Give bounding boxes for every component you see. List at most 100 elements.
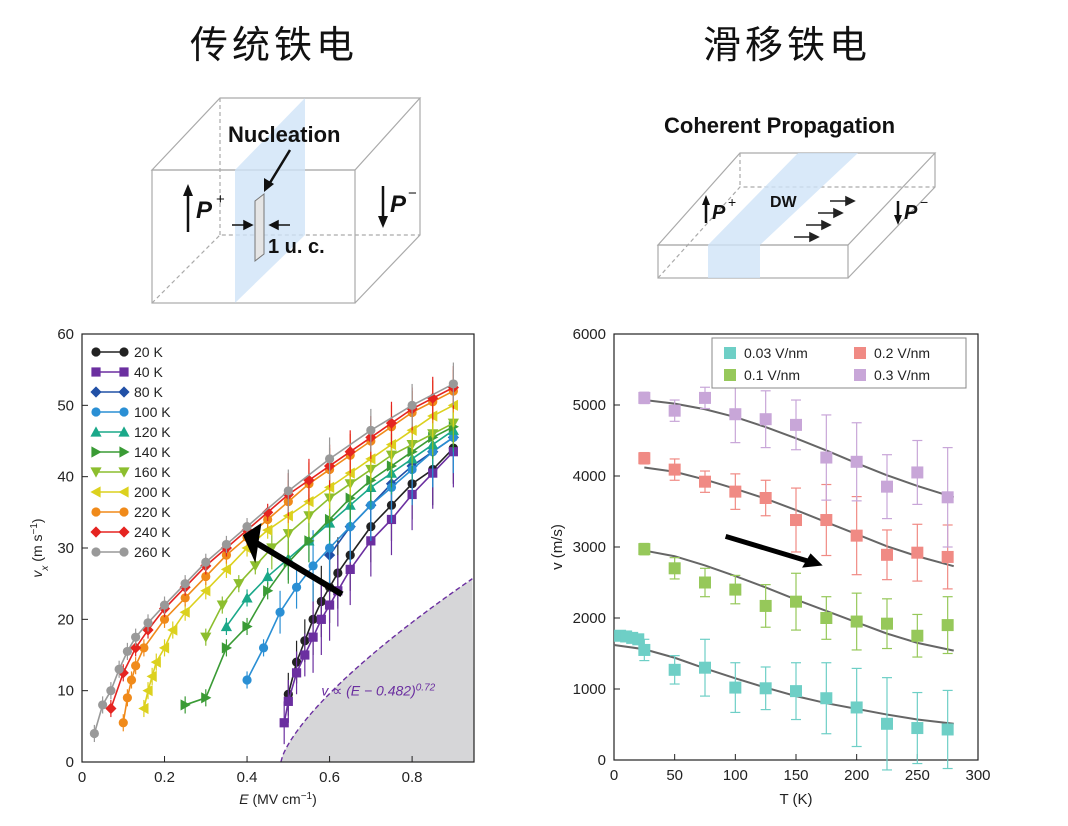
data-point: [122, 646, 132, 657]
data-point: [146, 670, 157, 682]
data-point: [668, 562, 681, 575]
data-point: [759, 492, 772, 505]
x-axis-label-part: −1: [301, 791, 313, 802]
y-axis-label-part: v: [29, 570, 45, 578]
legend-label: 260 K: [134, 544, 171, 560]
p-plus-sup: +: [216, 191, 225, 208]
legend-marker: [724, 369, 736, 381]
data-point: [407, 400, 417, 410]
fit-formula-base: v ∝ (E − 0.482): [321, 683, 415, 699]
data-point: [117, 667, 129, 679]
legend-label: 140 K: [134, 444, 171, 460]
slab-hidden-edges: [657, 186, 935, 279]
y-tick-label: 3000: [573, 539, 606, 556]
data-point: [131, 632, 141, 642]
y-tick-label: 0: [66, 754, 74, 771]
series-0-3-V-nm: [638, 385, 955, 548]
legend-marker: [90, 526, 102, 538]
data-point: [279, 718, 289, 728]
data-point: [291, 582, 302, 592]
data-point: [201, 557, 211, 567]
legend-box: [711, 337, 967, 389]
data-point: [324, 543, 335, 553]
unit-cell-label: 1 u. c.: [268, 236, 325, 258]
data-point: [668, 404, 681, 417]
data-point: [850, 701, 863, 714]
data-point: [200, 585, 211, 597]
fit-formula-exp: 0.72: [416, 682, 436, 693]
data-point: [881, 480, 893, 493]
data-point: [201, 571, 211, 582]
p-minus-sup: −: [408, 185, 417, 202]
x-tick-label: 0: [78, 769, 86, 786]
data-point: [262, 506, 274, 518]
data-point: [699, 576, 711, 589]
data-point: [122, 693, 132, 703]
trend-arrow-head: [802, 553, 823, 568]
data-point: [242, 522, 252, 532]
legend-label: 200 K: [134, 484, 171, 500]
legend-marker: [91, 407, 101, 417]
x-tick-label: 300: [965, 767, 990, 784]
data-point: [448, 379, 458, 389]
y-tick-label: 5000: [573, 397, 606, 414]
legend-label: 160 K: [134, 464, 171, 480]
data-point: [366, 425, 376, 435]
legend-marker: [119, 507, 129, 517]
y-tick-label: 50: [57, 397, 74, 414]
propagation-schematic: Coherent Propagation DW P + P −: [656, 113, 937, 279]
data-point: [881, 717, 893, 730]
series-0-1-V-nm: [638, 542, 954, 658]
data-point: [941, 550, 954, 563]
legend-label: 0.1 V/nm: [744, 367, 800, 383]
legend-marker: [118, 426, 130, 437]
legend-marker: [91, 547, 101, 557]
data-point: [820, 451, 833, 464]
data-point: [308, 561, 318, 571]
data-point: [283, 696, 293, 706]
y-tick-label: 30: [57, 540, 74, 557]
data-point: [324, 454, 335, 464]
legend-marker: [91, 367, 101, 377]
data-point: [790, 514, 802, 527]
data-point: [105, 702, 117, 715]
p-minus-label: P: [390, 191, 407, 218]
x-axis-label: E (MV cm−1): [239, 791, 317, 808]
y-axis-label-part: (m s: [29, 534, 45, 565]
data-point: [850, 529, 863, 542]
data-point: [759, 682, 772, 695]
data-point: [158, 642, 170, 654]
x-tick-label: 50: [666, 767, 683, 784]
data-point: [220, 563, 232, 575]
data-point: [200, 632, 212, 643]
data-point: [114, 664, 124, 674]
data-point: [143, 618, 153, 628]
legend-marker: [118, 486, 129, 498]
y-tick-label: 0: [598, 752, 606, 769]
data-point: [632, 633, 645, 646]
x-tick-label: 0.4: [237, 769, 258, 786]
legend-marker: [90, 426, 102, 437]
coherent-propagation-label: Coherent Propagation: [664, 113, 895, 138]
data-point: [139, 643, 149, 653]
legend: 20 K 40 K 80 K 100 K 120 K 140 K 160 K 200 K 220…: [90, 344, 171, 560]
domain-wall-plane: [235, 98, 305, 303]
legend-marker: [119, 347, 129, 357]
data-point: [911, 546, 924, 559]
data-point: [699, 661, 711, 674]
data-point: [668, 463, 681, 476]
fit-formula: v ∝ (E − 0.482)0.72: [321, 682, 435, 699]
legend-marker: [119, 367, 129, 377]
x-tick-label: 150: [783, 767, 808, 784]
data-point: [118, 718, 128, 728]
x-axis-label-part: (MV cm: [249, 791, 301, 807]
data-point: [638, 643, 651, 656]
slab-right-face: [847, 153, 936, 279]
data-point: [941, 491, 954, 504]
x-tick-label: 0.8: [402, 769, 423, 786]
data-point: [262, 570, 274, 582]
p-plus-label: P: [196, 197, 213, 224]
legend-marker: [90, 467, 102, 478]
y-tick-label: 60: [57, 326, 74, 343]
data-point: [242, 620, 253, 633]
